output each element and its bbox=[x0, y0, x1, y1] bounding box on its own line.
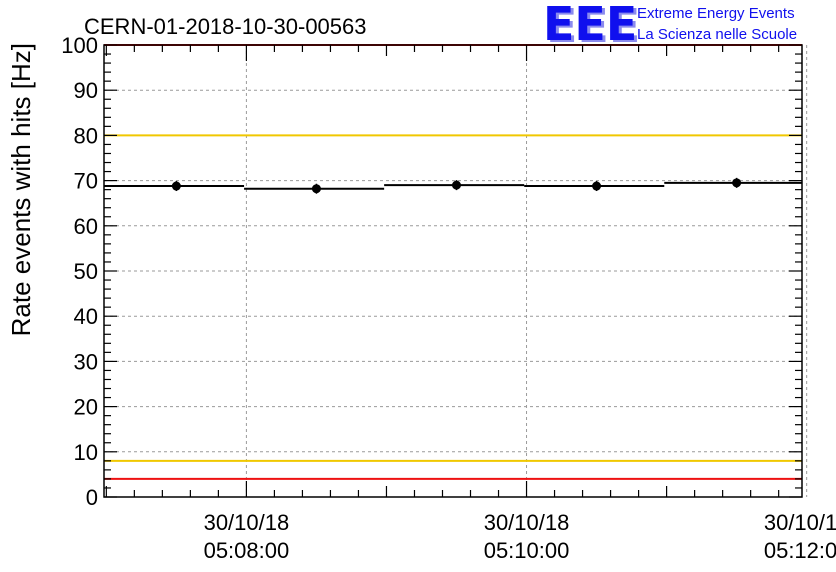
y-tick-label: 100 bbox=[61, 33, 98, 58]
tick-labels: 0 10 20 30 40 50 60 70 80 90 100 30/10/18 05:08:00 30… bbox=[61, 33, 836, 563]
brand-line-1: Extreme Energy Events bbox=[637, 5, 795, 22]
reference-lines bbox=[104, 44, 802, 480]
axes bbox=[103, 44, 803, 498]
y-tick-label: 70 bbox=[74, 169, 98, 194]
x-tick-label-time: 05:08:00 bbox=[204, 538, 290, 563]
y-tick-label: 30 bbox=[74, 349, 98, 374]
data-point bbox=[244, 183, 385, 194]
y-tick-label: 90 bbox=[74, 78, 98, 103]
x-tick-label-date: 30/10/18 bbox=[764, 510, 836, 535]
y-tick-label: 0 bbox=[86, 485, 98, 510]
x-tick-label-date: 30/10/18 bbox=[204, 510, 290, 535]
data-point bbox=[384, 180, 525, 191]
y-tick-label: 80 bbox=[74, 123, 98, 148]
brand-line-2: La Scienza nelle Scuole bbox=[637, 26, 797, 43]
data-points bbox=[104, 177, 802, 194]
data-point bbox=[524, 181, 665, 192]
logo-text: EEE bbox=[543, 0, 637, 51]
y-tick-label: 20 bbox=[74, 395, 98, 420]
data-point bbox=[104, 181, 245, 192]
grid-lines bbox=[104, 45, 808, 497]
chart-title: CERN-01-2018-10-30-00563 bbox=[84, 14, 367, 39]
y-tick-label: 60 bbox=[74, 214, 98, 239]
y-axis-label: Rate events with hits [Hz] bbox=[6, 43, 36, 336]
x-tick-label-time: 05:10:00 bbox=[484, 538, 570, 563]
x-tick-label-date: 30/10/18 bbox=[484, 510, 570, 535]
y-tick-label: 10 bbox=[74, 440, 98, 465]
data-point bbox=[664, 177, 802, 188]
y-tick-label: 40 bbox=[74, 304, 98, 329]
x-tick-label-time: 05:12:00 bbox=[764, 538, 836, 563]
y-tick-label: 50 bbox=[74, 259, 98, 284]
